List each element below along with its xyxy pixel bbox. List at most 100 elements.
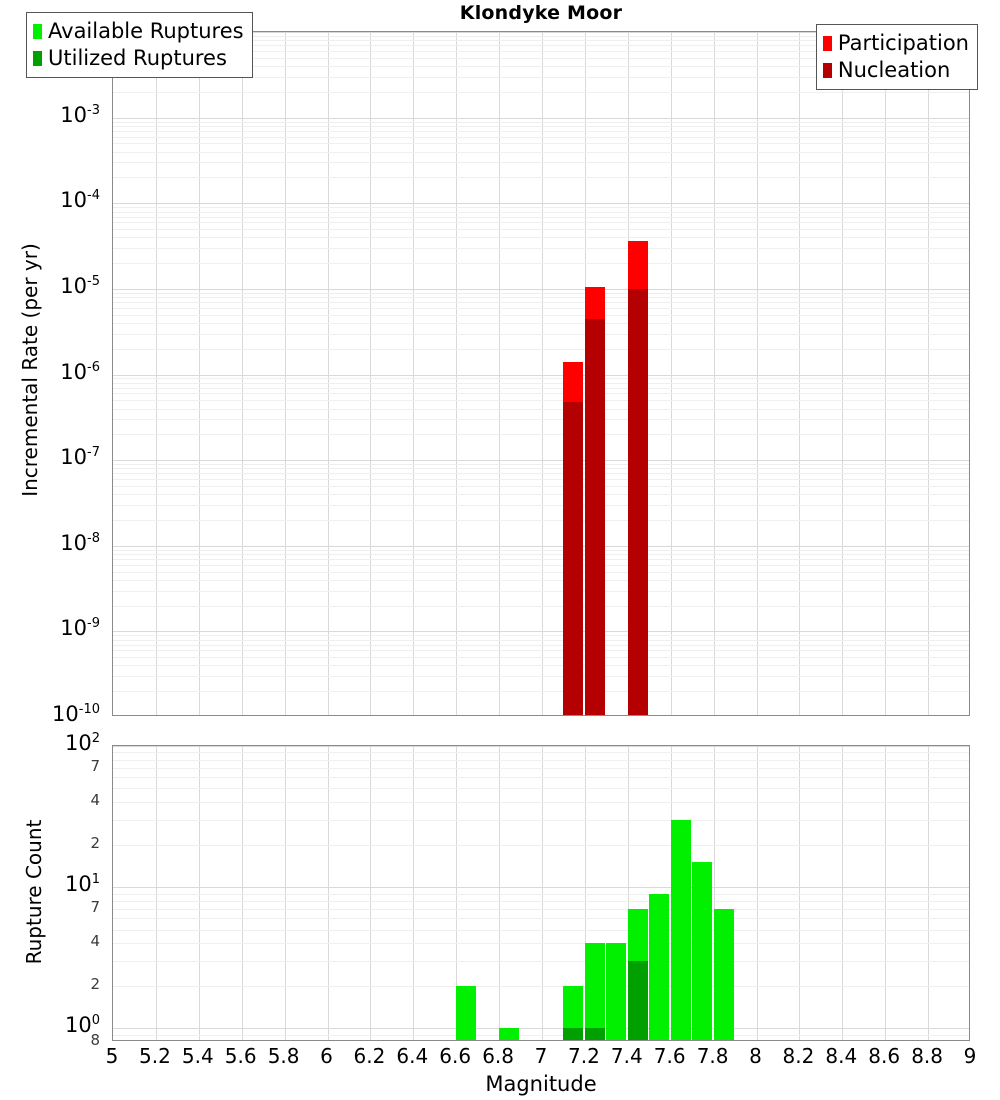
gridline-horizontal-minor	[113, 473, 969, 474]
gridline-vertical	[199, 32, 200, 715]
legend-label-available-ruptures: Available Ruptures	[48, 19, 244, 43]
gridline-horizontal-minor	[113, 393, 969, 394]
gridline-horizontal-minor	[113, 131, 969, 132]
bar-available-ruptures	[649, 894, 669, 1040]
gridline-horizontal-minor	[113, 930, 969, 931]
y-tick-label-bottom: 102	[64, 731, 100, 755]
x-tick-label: 5.4	[181, 1044, 214, 1068]
gridline-vertical	[799, 32, 800, 715]
gridline-horizontal-minor	[113, 126, 969, 127]
gridline-horizontal-minor	[113, 263, 969, 264]
gridline-horizontal-minor	[113, 580, 969, 581]
legend-bottom: Available Ruptures Utilized Ruptures	[26, 12, 253, 78]
y-tick-label-top: 10-5	[60, 273, 100, 298]
legend-item-nucleation[interactable]: Nucleation	[822, 57, 969, 84]
y-tick-label-bottom-minor: 4	[90, 791, 100, 810]
gridline-vertical	[328, 32, 329, 715]
bar-available-ruptures	[692, 862, 712, 1040]
x-tick-label: 6	[320, 1044, 333, 1068]
gridline-vertical	[156, 746, 157, 1040]
legend-item-participation[interactable]: Participation	[822, 30, 969, 57]
gridline-horizontal-minor	[113, 820, 969, 821]
gridline-horizontal-major	[113, 460, 969, 461]
gridline-horizontal-minor	[113, 434, 969, 435]
gridline-horizontal-minor	[113, 943, 969, 944]
gridline-horizontal-minor	[113, 207, 969, 208]
x-tick-label: 5.8	[267, 1044, 300, 1068]
y-tick-label-top: 10-3	[60, 102, 100, 127]
gridline-horizontal-minor	[113, 802, 969, 803]
gridline-vertical	[714, 32, 715, 715]
y-tick-label-top: 10-10	[52, 702, 100, 726]
x-tick-label: 7.4	[610, 1044, 643, 1068]
gridline-horizontal-minor	[113, 691, 969, 692]
gridline-horizontal-minor	[113, 1035, 969, 1036]
gridline-horizontal-minor	[113, 768, 969, 769]
gridline-vertical	[156, 32, 157, 715]
x-tick-label: 5.2	[138, 1044, 171, 1068]
gridline-horizontal-minor	[113, 650, 969, 651]
gridline-vertical	[413, 32, 414, 715]
bar-available-ruptures	[714, 909, 734, 1040]
gridline-horizontal-minor	[113, 909, 969, 910]
gridline-vertical	[456, 32, 457, 715]
legend-item-available-ruptures[interactable]: Available Ruptures	[33, 18, 244, 45]
gridline-horizontal-minor	[113, 400, 969, 401]
x-tick-label: 7	[534, 1044, 548, 1068]
gridline-horizontal-minor	[113, 559, 969, 560]
gridline-horizontal-major	[113, 32, 969, 33]
gridline-vertical	[842, 32, 843, 715]
plot-area-top	[113, 32, 969, 715]
gridline-horizontal-minor	[113, 640, 969, 641]
gridline-horizontal-minor	[113, 229, 969, 230]
legend-swatch-available-ruptures	[33, 24, 42, 39]
legend-swatch-participation	[822, 36, 832, 51]
x-tick-label: 5	[105, 1044, 119, 1068]
gridline-horizontal-minor	[113, 212, 969, 213]
x-tick-label: 6.6	[439, 1044, 472, 1068]
gridline-horizontal-minor	[113, 137, 969, 138]
gridline-horizontal-minor	[113, 66, 969, 67]
gridline-horizontal-major	[113, 375, 969, 376]
gridline-vertical	[885, 32, 886, 715]
gridline-vertical	[714, 746, 715, 1040]
gridline-vertical	[285, 746, 286, 1040]
gridline-horizontal-major	[113, 118, 969, 119]
plot-area-bottom	[113, 746, 969, 1040]
gridline-horizontal-minor	[113, 645, 969, 646]
gridline-horizontal-minor	[113, 36, 969, 37]
bar-utilized-ruptures	[585, 1028, 605, 1040]
x-tick-label: 9	[963, 1044, 977, 1068]
gridline-horizontal-minor	[113, 308, 969, 309]
gridline-vertical	[499, 746, 500, 1040]
gridline-vertical	[542, 32, 543, 715]
gridline-horizontal-minor	[113, 323, 969, 324]
gridline-horizontal-minor	[113, 494, 969, 495]
gridline-horizontal-minor	[113, 302, 969, 303]
gridline-vertical	[757, 746, 758, 1040]
gridline-vertical	[328, 746, 329, 1040]
gridline-horizontal-minor	[113, 248, 969, 249]
gridline-horizontal-major	[113, 289, 969, 290]
bar-available-ruptures	[499, 1028, 519, 1040]
gridline-horizontal-minor	[113, 388, 969, 389]
gridline-horizontal-minor	[113, 92, 969, 93]
gridline-horizontal-minor	[113, 122, 969, 123]
gridline-horizontal-minor	[113, 464, 969, 465]
panel-rupture-count	[112, 745, 970, 1041]
gridline-vertical	[671, 32, 672, 715]
y-tick-label-top: 10-7	[60, 445, 100, 470]
legend-label-utilized-ruptures: Utilized Ruptures	[48, 46, 227, 70]
gridline-vertical	[928, 32, 929, 715]
legend-item-utilized-ruptures[interactable]: Utilized Ruptures	[33, 45, 244, 72]
bar-utilized-ruptures	[563, 1028, 583, 1040]
legend-label-nucleation: Nucleation	[837, 58, 951, 82]
bar-available-ruptures	[585, 943, 605, 1040]
x-tick-label: 5.6	[224, 1044, 257, 1068]
x-tick-label: 8.2	[782, 1044, 815, 1068]
gridline-vertical	[285, 32, 286, 715]
gridline-horizontal-minor	[113, 334, 969, 335]
gridline-horizontal-minor	[113, 349, 969, 350]
gridline-horizontal-major	[113, 1028, 969, 1029]
panel-incremental-rate	[112, 31, 970, 716]
